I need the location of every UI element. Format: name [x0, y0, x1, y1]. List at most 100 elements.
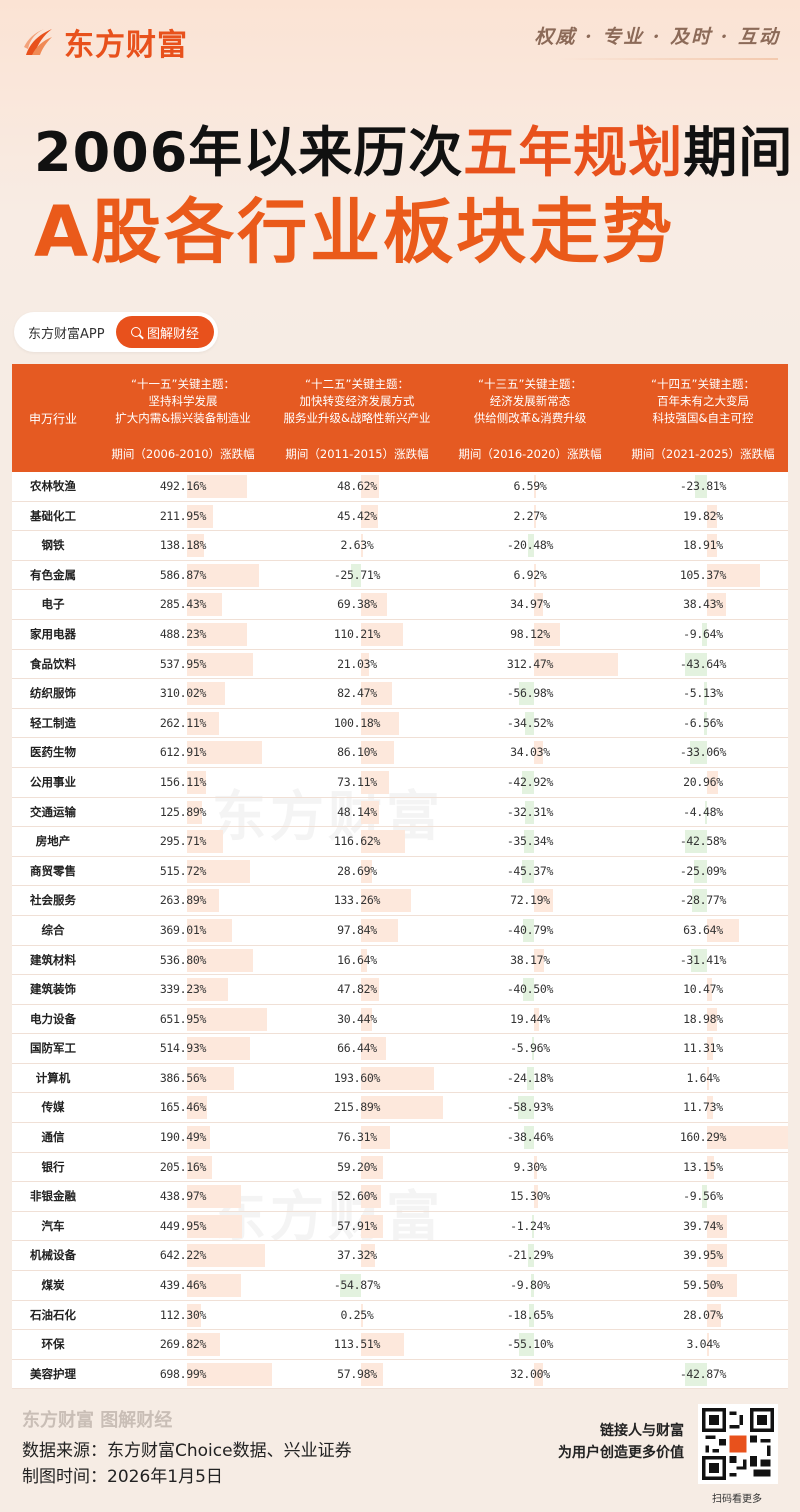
value-cell: -43.64% [618, 650, 788, 679]
value-cell: -9.64% [618, 620, 788, 649]
value-cell: 537.95% [94, 650, 272, 679]
value-text: 113.51% [333, 1337, 381, 1352]
value-text: 312.47% [506, 656, 554, 671]
gain-bar [361, 652, 369, 676]
value-text: 125.89% [159, 804, 207, 819]
value-cell: 18.91% [618, 531, 788, 560]
value-cell: 34.97% [442, 590, 618, 619]
value-text: -58.93% [506, 1100, 554, 1115]
value-text: -1.24% [510, 1218, 550, 1233]
industry-name: 机械设备 [30, 1248, 76, 1263]
gain-bar [707, 1126, 789, 1150]
value-cell: 13.15% [618, 1153, 788, 1182]
value-text: -9.64% [683, 626, 723, 641]
value-text: 386.56% [159, 1070, 207, 1085]
industry-name: 农林牧渔 [30, 479, 76, 493]
value-cell: 20.96% [618, 768, 788, 797]
gain-bar [187, 504, 213, 528]
industry-name: 综合 [41, 922, 65, 937]
value-text: 45.42% [337, 508, 377, 523]
industry-name: 社会服务 [30, 893, 76, 908]
gain-bar [187, 622, 247, 646]
gain-bar [361, 1126, 390, 1150]
value-text: -23.81% [679, 479, 727, 493]
theme-label: “十四五”关键主题： [651, 377, 755, 391]
theme-text: 服务业升级&战略性新兴产业 [283, 411, 431, 425]
value-text: -21.29% [506, 1248, 554, 1263]
value-cell: 165.46% [94, 1093, 272, 1122]
value-text: 6.92% [513, 567, 547, 582]
value-text: 38.17% [510, 952, 550, 967]
gain-bar [707, 593, 727, 617]
watermark: 东方财富 [212, 1185, 444, 1248]
gain-bar [187, 948, 253, 972]
value-text: -34.52% [506, 715, 554, 730]
industry-name: 建筑材料 [30, 952, 76, 967]
gain-bar [707, 1007, 717, 1031]
value-cell: 32.00% [442, 1360, 618, 1389]
value-text: 651.95% [159, 1011, 207, 1026]
gain-bar [187, 1333, 220, 1357]
gain-bar [187, 1037, 250, 1061]
value-cell: -40.50% [442, 975, 618, 1004]
value-text: 156.11% [159, 774, 207, 789]
value-text: 72.19% [510, 893, 550, 908]
table-row: 通信 190.49% 76.31% -38.46% 160.29% [12, 1123, 789, 1153]
table-row: 石油石化 112.30% 0.25% -18.65% 28.07% [12, 1301, 788, 1331]
value-cell: 39.95% [618, 1241, 788, 1270]
value-text: 514.93% [159, 1041, 207, 1056]
loss-bar [523, 978, 534, 1002]
value-text: 38.43% [683, 597, 723, 612]
value-text: 86.10% [337, 745, 377, 760]
gain-bar [187, 652, 253, 676]
industry-name: 电子 [41, 597, 65, 612]
table-body: 东方财富 东方财富 农林牧渔 492.16% 48.62% 6.59% -23.81% 基… [12, 472, 789, 1390]
value-text: -35.34% [506, 834, 554, 849]
theme-text: 供给侧改革&消费升级 [473, 411, 587, 425]
value-cell: -56.98% [442, 679, 618, 708]
table-row: 交通运输 125.89% 48.14% -32.31% -4.48% [12, 798, 788, 828]
gain-bar [534, 1185, 539, 1209]
table-row: 农林牧渔 492.16% 48.62% 6.59% -23.81% [12, 472, 788, 502]
loss-bar [519, 1333, 534, 1357]
gain-bar [534, 593, 544, 617]
gain-bar [361, 1214, 383, 1238]
header-plan-13-theme: “十三五”关键主题： 经济发展新常态 供给侧改革&消费升级 [442, 376, 618, 427]
loss-bar [351, 563, 361, 587]
gain-bar [361, 741, 394, 765]
qr-code-icon[interactable] [698, 1404, 778, 1484]
value-cell: 536.80% [94, 946, 272, 975]
gain-bar [361, 622, 403, 646]
value-cell: -6.56% [618, 709, 788, 738]
value-cell: 97.84% [272, 916, 442, 945]
gain-bar [187, 770, 207, 794]
value-text: -4.48% [683, 804, 723, 819]
gain-bar [361, 859, 372, 883]
gain-bar [361, 1066, 435, 1090]
loss-bar [525, 800, 534, 824]
value-cell: 2.63% [272, 531, 442, 560]
loss-bar [523, 1126, 534, 1150]
value-cell: 113.51% [272, 1330, 442, 1359]
gain-bar [361, 1303, 363, 1327]
table-row: 机械设备 642.22% 37.32% -21.29% 39.95% [12, 1241, 788, 1272]
value-text: -40.79% [506, 922, 554, 937]
value-text: 66.44% [337, 1041, 377, 1056]
value-text: 11.73% [683, 1100, 723, 1115]
gain-bar [707, 563, 761, 587]
hero-banner: 东方财富 权威 · 专业 · 及时 · 互动 2006年以来历次五年规划期间 A… [0, 0, 800, 364]
value-cell: -5.96% [442, 1034, 618, 1063]
gain-bar [361, 504, 379, 528]
value-cell: 59.20% [272, 1153, 442, 1182]
gain-bar [187, 711, 219, 735]
value-cell: 59.50% [618, 1271, 788, 1300]
value-text: 0.25% [340, 1307, 374, 1322]
value-text: 47.82% [337, 982, 377, 997]
gain-bar [187, 1185, 241, 1209]
value-text: -55.10% [506, 1337, 554, 1352]
table-row: 电力设备 651.95% 30.44% 19.44% 18.98% [12, 1005, 788, 1035]
value-cell: 72.19% [442, 886, 618, 915]
table-row: 食品饮料 537.95% 21.03% 312.47% -43.64% [12, 650, 788, 680]
gain-bar [361, 711, 399, 735]
app-tag: 图解财经 [116, 316, 214, 348]
